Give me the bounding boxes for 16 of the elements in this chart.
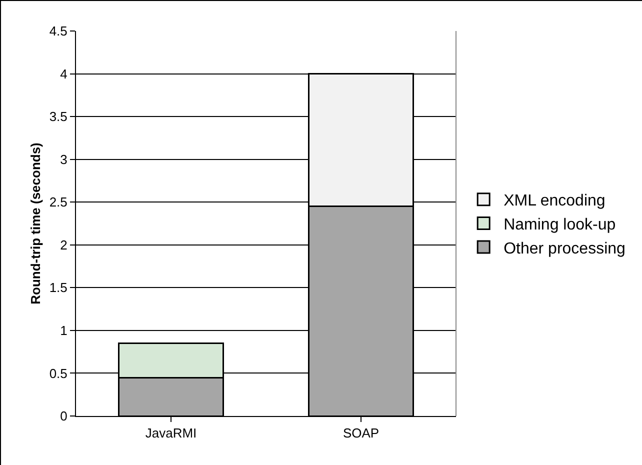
y-tick-label: 1 [60, 322, 68, 338]
y-tick-label: 4.5 [49, 24, 68, 39]
y-tick-label: 3.5 [49, 109, 68, 124]
legend-label: XML encoding [504, 192, 606, 210]
y-tick-label: 4 [60, 66, 68, 82]
x-tick-label: SOAP [342, 426, 380, 441]
y-tick-label: 2 [60, 237, 68, 252]
legend-label: Other processing [504, 240, 626, 258]
y-tick-label: 2.5 [49, 194, 68, 210]
x-tick-label: JavaRMI [145, 426, 197, 441]
y-tick-label: 0 [60, 408, 68, 424]
y-axis-title: Round-trip time (seconds) [28, 142, 43, 304]
y-tick-label: 0.5 [49, 366, 68, 381]
legend-label: Naming look-up [504, 216, 616, 234]
y-tick-label: 3 [60, 152, 68, 167]
y-tick-label: 1.5 [49, 280, 68, 296]
